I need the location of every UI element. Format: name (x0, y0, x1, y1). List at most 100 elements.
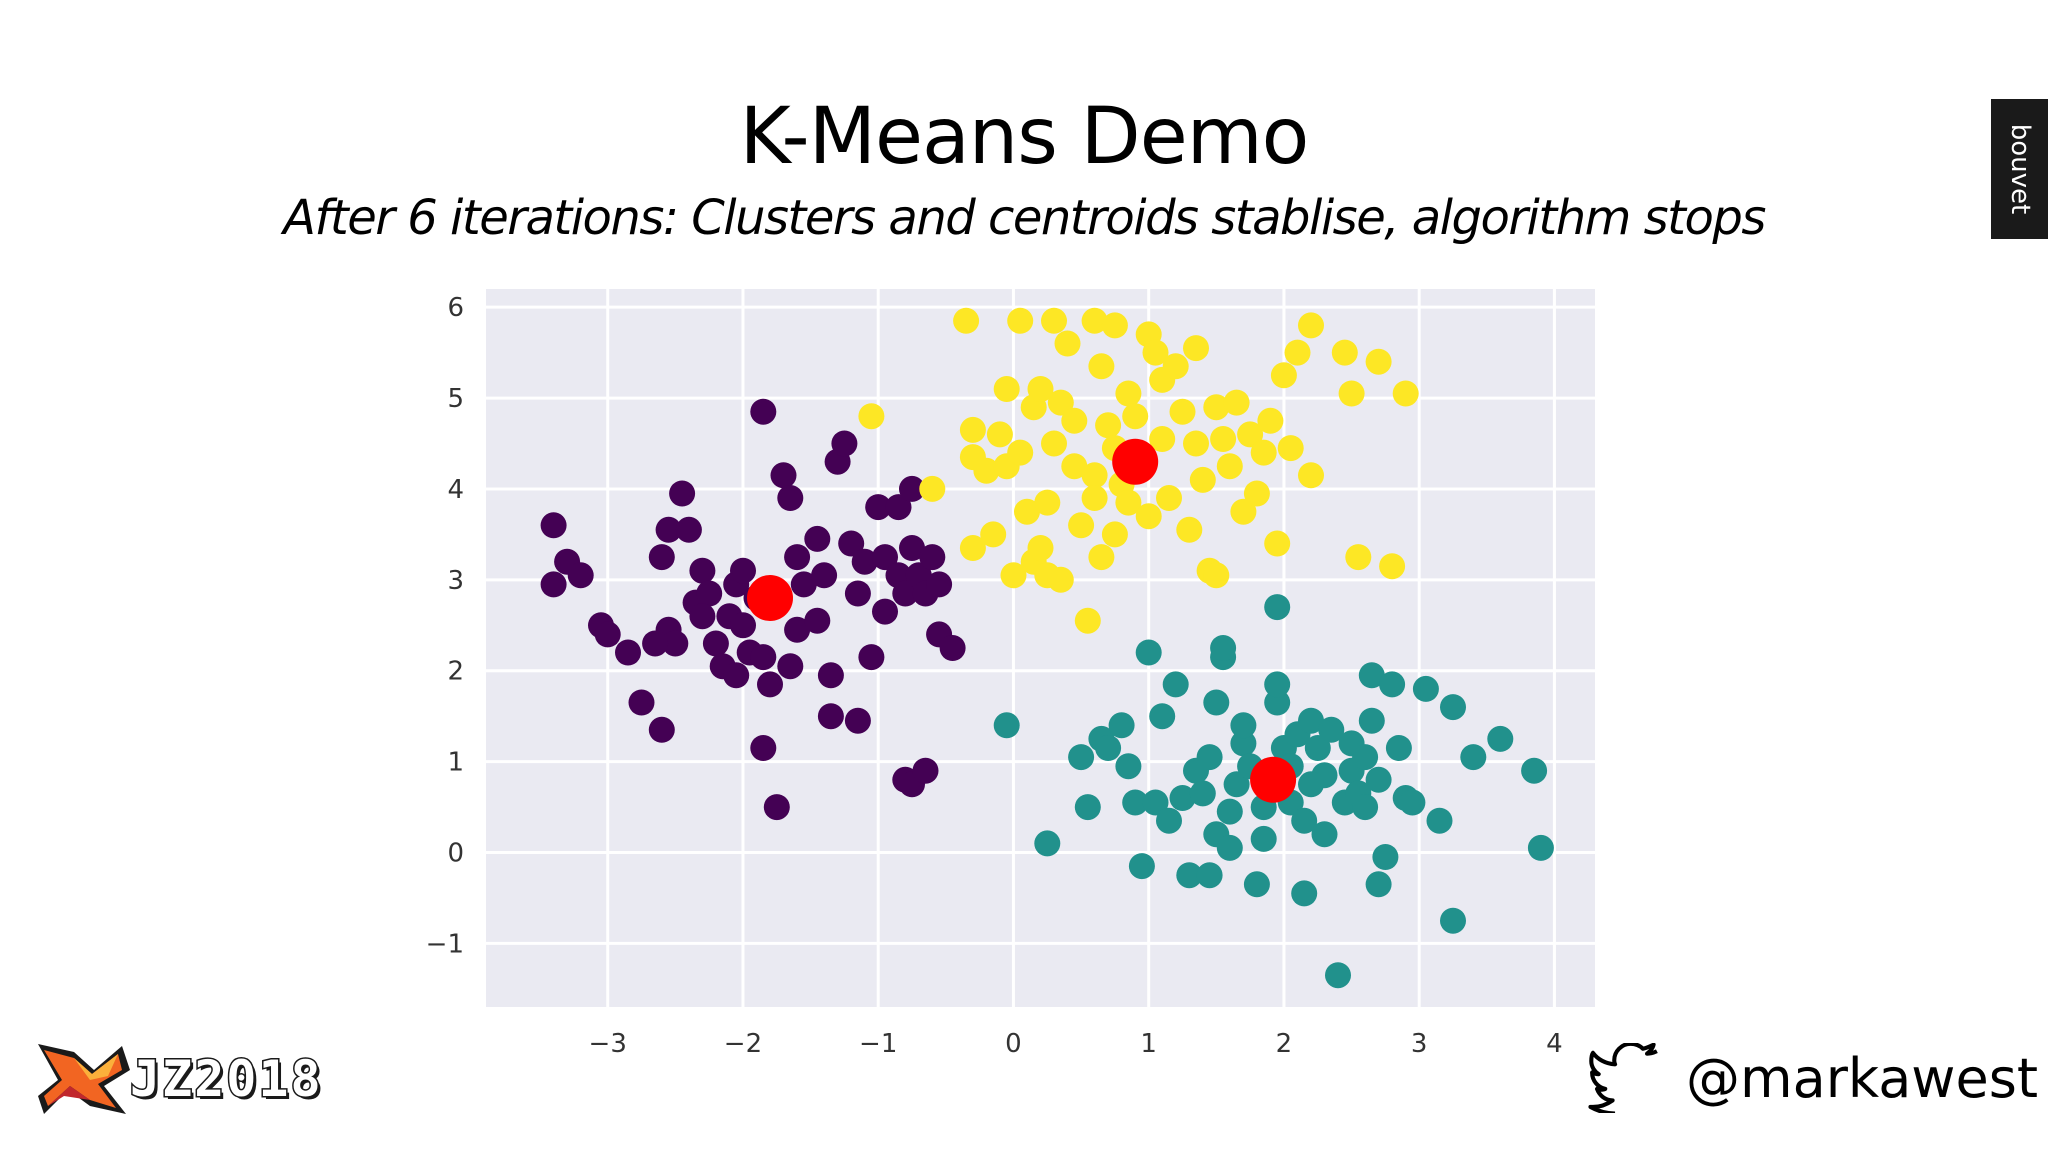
cluster-2-point (1027, 535, 1054, 561)
brand-tab: bouvet (1991, 99, 2048, 239)
cluster-0-point (669, 480, 696, 507)
twitter-handle: @markawest (1588, 1043, 2038, 1113)
x-tick-label: 2 (1276, 1029, 1293, 1059)
x-tick-label: 3 (1411, 1029, 1428, 1059)
cluster-1-point (1379, 671, 1406, 698)
cluster-1-point (1358, 707, 1385, 734)
cluster-1-point (1095, 735, 1122, 761)
cluster-2-point (1061, 453, 1088, 480)
cluster-1-point (1122, 789, 1149, 816)
cluster-2-point (1047, 389, 1074, 416)
cluster-2-point (1270, 362, 1297, 389)
cluster-1-point (1135, 639, 1162, 666)
cluster-1-point (1412, 675, 1439, 702)
y-tick-labels: −1 0 1 2 3 4 5 6 (426, 293, 464, 959)
cluster-0-point (838, 530, 865, 557)
cluster-0-point (540, 571, 567, 598)
cluster-1-point (1115, 753, 1142, 780)
cluster-1-point (1128, 853, 1155, 880)
cluster-0-point (648, 544, 675, 571)
cluster-0-point (817, 703, 844, 730)
cluster-2-point (1122, 403, 1149, 430)
cluster-1-point (1264, 594, 1291, 621)
cluster-2-point (1183, 335, 1209, 362)
cluster-1-point (1243, 871, 1270, 898)
cluster-2-point (1047, 566, 1074, 593)
y-tick-label: 4 (447, 475, 464, 505)
cluster-0-point (858, 644, 885, 671)
cluster-2-point (1243, 480, 1270, 507)
cluster-0-point (689, 557, 716, 584)
cluster-1-point (1318, 716, 1345, 743)
cluster-0-point (648, 716, 675, 743)
cluster-0-point (702, 630, 729, 657)
conference-logo-icon (38, 1044, 130, 1114)
cluster-0-point (540, 512, 567, 539)
cluster-1-point (1298, 707, 1324, 734)
cluster-1-point (1034, 830, 1061, 857)
cluster-0-point (872, 598, 898, 625)
cluster-2-point (1169, 398, 1196, 425)
cluster-2-point (1284, 339, 1311, 366)
cluster-0-point (912, 757, 939, 784)
cluster-1-point (1156, 807, 1182, 834)
cluster-0-point (844, 580, 871, 607)
cluster-0-point (763, 794, 790, 821)
cluster-1-point (1210, 635, 1237, 661)
cluster-2-point (1081, 307, 1108, 334)
data-points (540, 307, 1554, 989)
x-tick-label: 1 (1140, 1029, 1157, 1059)
x-tick-label: 0 (1005, 1029, 1022, 1059)
cluster-2-point (1007, 439, 1034, 466)
cluster-1-point (1365, 871, 1392, 898)
centroid-point (1250, 756, 1297, 803)
cluster-2-point (1061, 407, 1088, 434)
cluster-0-point (784, 544, 811, 571)
cluster-2-point (858, 403, 885, 430)
cluster-1-point (1460, 744, 1487, 771)
cluster-2-point (953, 307, 980, 334)
cluster-1-point (1162, 671, 1189, 698)
cluster-0-point (892, 580, 919, 607)
cluster-0-point (628, 689, 655, 716)
cluster-1-point (1142, 789, 1169, 816)
centroid-point (747, 575, 793, 621)
cluster-0-point (675, 516, 702, 543)
cluster-2-point (980, 521, 1007, 548)
cluster-2-point (1041, 430, 1067, 457)
cluster-1-point (1074, 794, 1101, 821)
cluster-2-point (1115, 380, 1142, 407)
cluster-0-point (655, 516, 682, 543)
cluster-1-point (1365, 766, 1392, 793)
cluster-2-point (1101, 312, 1128, 339)
y-tick-label: 2 (447, 657, 464, 687)
cluster-1-point (993, 712, 1020, 739)
cluster-0-point (919, 544, 946, 571)
slide-title: K-Means Demo (739, 92, 1310, 182)
cluster-1-point (1358, 662, 1385, 689)
cluster-2-point (1156, 485, 1182, 511)
cluster-0-point (939, 635, 966, 661)
cluster-2-point (973, 457, 1000, 484)
cluster-1-point (1291, 880, 1318, 907)
cluster-2-point (1223, 389, 1250, 416)
cluster-0-point (662, 630, 689, 657)
cluster-0-point (689, 603, 716, 630)
cluster-0-point (844, 707, 871, 734)
cluster-1-point (1169, 785, 1196, 811)
cluster-2-point (1014, 498, 1040, 525)
cluster-0-point (804, 525, 831, 552)
cluster-0-point (899, 475, 925, 502)
cluster-2-point (1338, 380, 1365, 407)
cluster-1-point (1311, 821, 1338, 848)
cluster-1-point (1385, 735, 1412, 761)
cluster-2-point (1081, 462, 1108, 489)
cluster-0-point (642, 630, 669, 657)
cluster-2-point (1230, 498, 1257, 525)
cluster-2-point (1176, 516, 1203, 543)
cluster-2-point (1203, 394, 1230, 421)
cluster-2-point (1034, 489, 1061, 516)
y-tick-label: 5 (447, 384, 464, 414)
